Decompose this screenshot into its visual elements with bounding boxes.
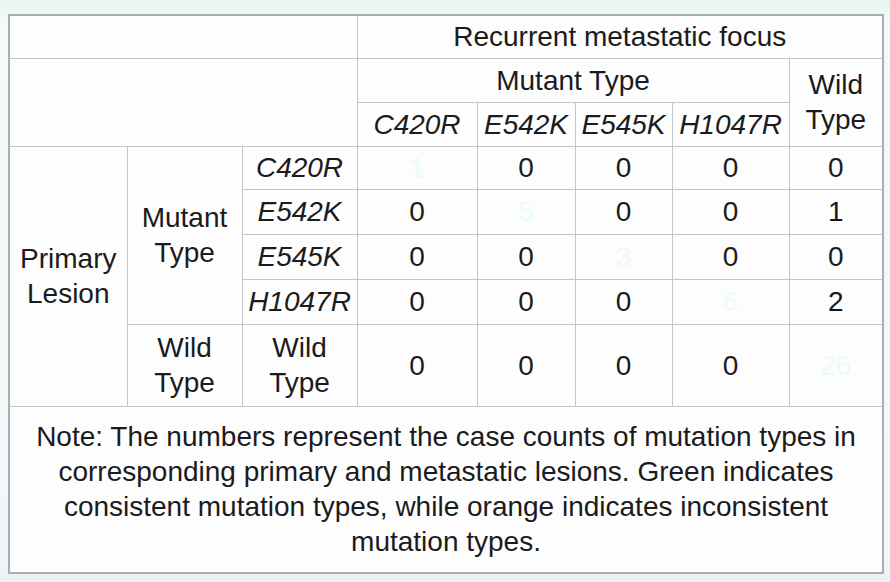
corner-empty-cell-top [9,15,357,58]
table-row: Primary Lesion Mutant Type C420R 1 0 0 0… [9,146,883,189]
col-header-c420r: C420R [357,102,477,146]
cell-e545k-e545k: 3 [575,234,672,279]
row-group-header-primary-lesion: Primary Lesion [9,146,127,406]
cell-h1047r-h1047r: 6 [672,279,789,324]
cell-c420r-wild: 0 [789,146,883,189]
cell-e545k-wild: 0 [789,234,883,279]
mutation-concordance-table: Recurrent metastatic focus Mutant Type W… [8,14,884,574]
cell-h1047r-c420r: 0 [357,279,477,324]
cell-h1047r-e542k: 0 [477,279,575,324]
cell-wild-h1047r: 0 [672,324,789,406]
note-text: Note: The numbers represent the case cou… [9,406,883,573]
col-header-h1047r: H1047R [672,102,789,146]
cell-e542k-wild: 1 [789,189,883,234]
row-header-c420r: C420R [242,146,357,189]
corner-empty-cell-bottom [9,58,357,146]
cell-e542k-h1047r: 0 [672,189,789,234]
col-header-e545k: E545K [575,102,672,146]
cell-e542k-e542k: 5 [477,189,575,234]
cell-h1047r-wild: 2 [789,279,883,324]
cell-wild-e542k: 0 [477,324,575,406]
cell-e545k-c420r: 0 [357,234,477,279]
cell-e542k-c420r: 0 [357,189,477,234]
cell-c420r-h1047r: 0 [672,146,789,189]
col-group-header: Recurrent metastatic focus [357,15,883,58]
cell-wild-wild: 26 [789,324,883,406]
table-row: Wild Type Wild Type 0 0 0 0 26 [9,324,883,406]
col-subgroup-mutant-type: Mutant Type [357,58,789,102]
row-header-e542k: E542K [242,189,357,234]
row-header-wild-type: Wild Type [242,324,357,406]
cell-c420r-e542k: 0 [477,146,575,189]
cell-wild-e545k: 0 [575,324,672,406]
cell-c420r-e545k: 0 [575,146,672,189]
page: Recurrent metastatic focus Mutant Type W… [0,0,890,582]
cell-h1047r-e545k: 0 [575,279,672,324]
row-header-h1047r: H1047R [242,279,357,324]
row-subgroup-wild-type: Wild Type [127,324,242,406]
cell-e545k-h1047r: 0 [672,234,789,279]
col-header-e542k: E542K [477,102,575,146]
cell-e542k-e545k: 0 [575,189,672,234]
col-subgroup-wild-type: Wild Type [789,58,883,146]
cell-c420r-c420r: 1 [357,146,477,189]
row-header-e545k: E545K [242,234,357,279]
row-subgroup-mutant-type: Mutant Type [127,146,242,324]
cell-wild-c420r: 0 [357,324,477,406]
cell-e545k-e542k: 0 [477,234,575,279]
